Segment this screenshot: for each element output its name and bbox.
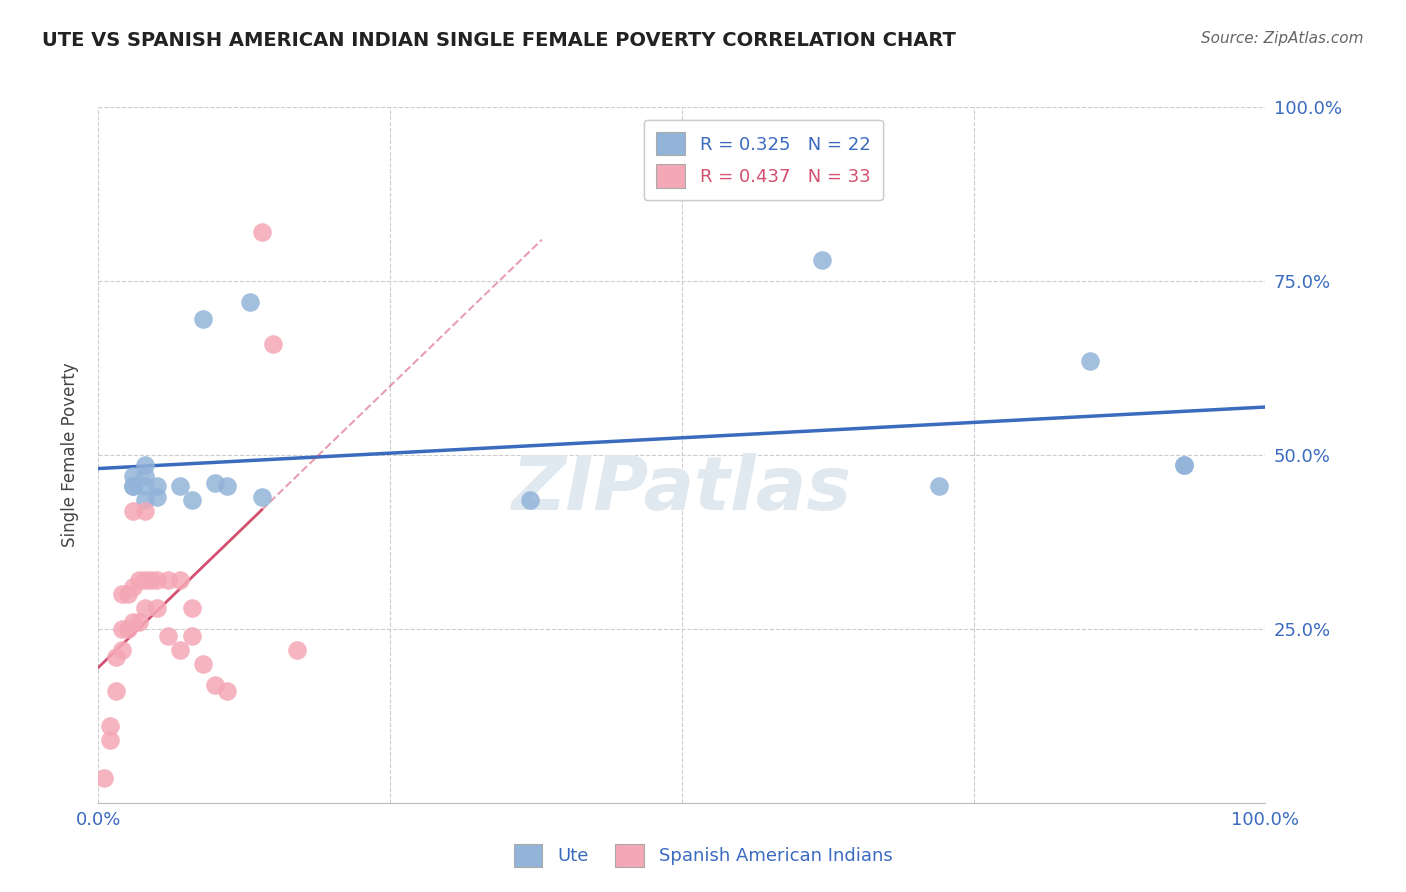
- Point: [1173, 458, 1195, 473]
- Point: [193, 657, 215, 671]
- Point: [169, 479, 191, 493]
- Point: [122, 615, 145, 629]
- Point: [122, 580, 145, 594]
- Point: [98, 733, 121, 747]
- Point: [157, 573, 180, 587]
- Point: [117, 587, 139, 601]
- Point: [250, 490, 273, 504]
- Y-axis label: Single Female Poverty: Single Female Poverty: [60, 363, 79, 547]
- Point: [239, 294, 262, 309]
- Point: [519, 493, 541, 508]
- Point: [122, 503, 145, 517]
- Point: [262, 336, 284, 351]
- Point: [122, 479, 145, 493]
- Point: [250, 225, 273, 239]
- Point: [215, 684, 238, 698]
- Point: [134, 503, 156, 517]
- Point: [193, 312, 215, 326]
- Point: [117, 622, 139, 636]
- Point: [111, 642, 134, 657]
- Point: [134, 573, 156, 587]
- Point: [180, 629, 202, 643]
- Point: [128, 573, 150, 587]
- Point: [1173, 458, 1195, 473]
- Point: [928, 479, 950, 493]
- Point: [111, 622, 134, 636]
- Point: [215, 479, 238, 493]
- Point: [128, 615, 150, 629]
- Point: [122, 479, 145, 493]
- Point: [169, 573, 191, 587]
- Point: [134, 493, 156, 508]
- Point: [146, 490, 169, 504]
- Point: [811, 253, 834, 268]
- Point: [1080, 354, 1102, 368]
- Point: [204, 475, 226, 490]
- Point: [180, 601, 202, 615]
- Point: [146, 601, 169, 615]
- Point: [180, 493, 202, 508]
- Point: [146, 479, 169, 493]
- Point: [146, 573, 169, 587]
- Point: [134, 601, 156, 615]
- Point: [104, 684, 127, 698]
- Legend: Ute, Spanish American Indians: Ute, Spanish American Indians: [506, 837, 900, 874]
- Point: [111, 587, 134, 601]
- Text: Source: ZipAtlas.com: Source: ZipAtlas.com: [1201, 31, 1364, 46]
- Point: [98, 719, 121, 733]
- Point: [204, 677, 226, 691]
- Point: [134, 479, 156, 493]
- Point: [93, 772, 115, 786]
- Legend: R = 0.325   N = 22, R = 0.437   N = 33: R = 0.325 N = 22, R = 0.437 N = 33: [644, 120, 883, 201]
- Point: [157, 629, 180, 643]
- Point: [169, 642, 191, 657]
- Text: ZIPatlas: ZIPatlas: [512, 453, 852, 526]
- Point: [122, 468, 145, 483]
- Point: [285, 642, 308, 657]
- Point: [139, 573, 162, 587]
- Text: UTE VS SPANISH AMERICAN INDIAN SINGLE FEMALE POVERTY CORRELATION CHART: UTE VS SPANISH AMERICAN INDIAN SINGLE FE…: [42, 31, 956, 50]
- Point: [134, 468, 156, 483]
- Point: [104, 649, 127, 664]
- Point: [134, 458, 156, 473]
